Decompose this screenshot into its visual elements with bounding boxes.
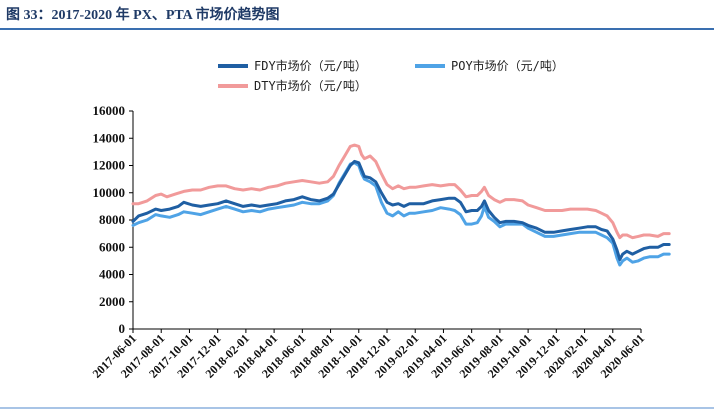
- legend-label-2: DTY市场价（元/吨）: [254, 78, 367, 93]
- series-line-0: [131, 159, 671, 261]
- title-divider: [0, 28, 714, 30]
- page-title: 图 33：2017-2020 年 PX、PTA 市场价趋势图: [6, 8, 280, 23]
- y-tick-label: 8000: [99, 212, 125, 227]
- y-tick-label: 2000: [99, 294, 125, 309]
- legend: FDY市场价（元/吨） POY市场价（元/吨） DTY市场价（元/吨）: [218, 58, 564, 93]
- y-tick-label: 12000: [93, 158, 126, 173]
- footer-divider: [0, 407, 714, 409]
- y-tick-label: 6000: [99, 239, 125, 254]
- y-axis: 0 2000 4000 6000 8000 10000 12000 14000 16000: [93, 103, 134, 336]
- legend-label-1: POY市场价（元/吨）: [451, 58, 564, 73]
- series-line-2: [131, 143, 671, 240]
- series-layer: [131, 143, 671, 267]
- series-line-1: [131, 161, 671, 267]
- legend-label-0: FDY市场价（元/吨）: [254, 58, 367, 73]
- y-tick-label: 16000: [93, 103, 126, 118]
- x-axis: 2017-06-012017-08-012017-10-012017-12-01…: [90, 328, 647, 381]
- y-tick-label: 4000: [99, 267, 125, 282]
- y-tick-label: 10000: [93, 185, 126, 200]
- y-tick-label: 14000: [93, 130, 126, 145]
- y-tick-label: 0: [119, 321, 126, 336]
